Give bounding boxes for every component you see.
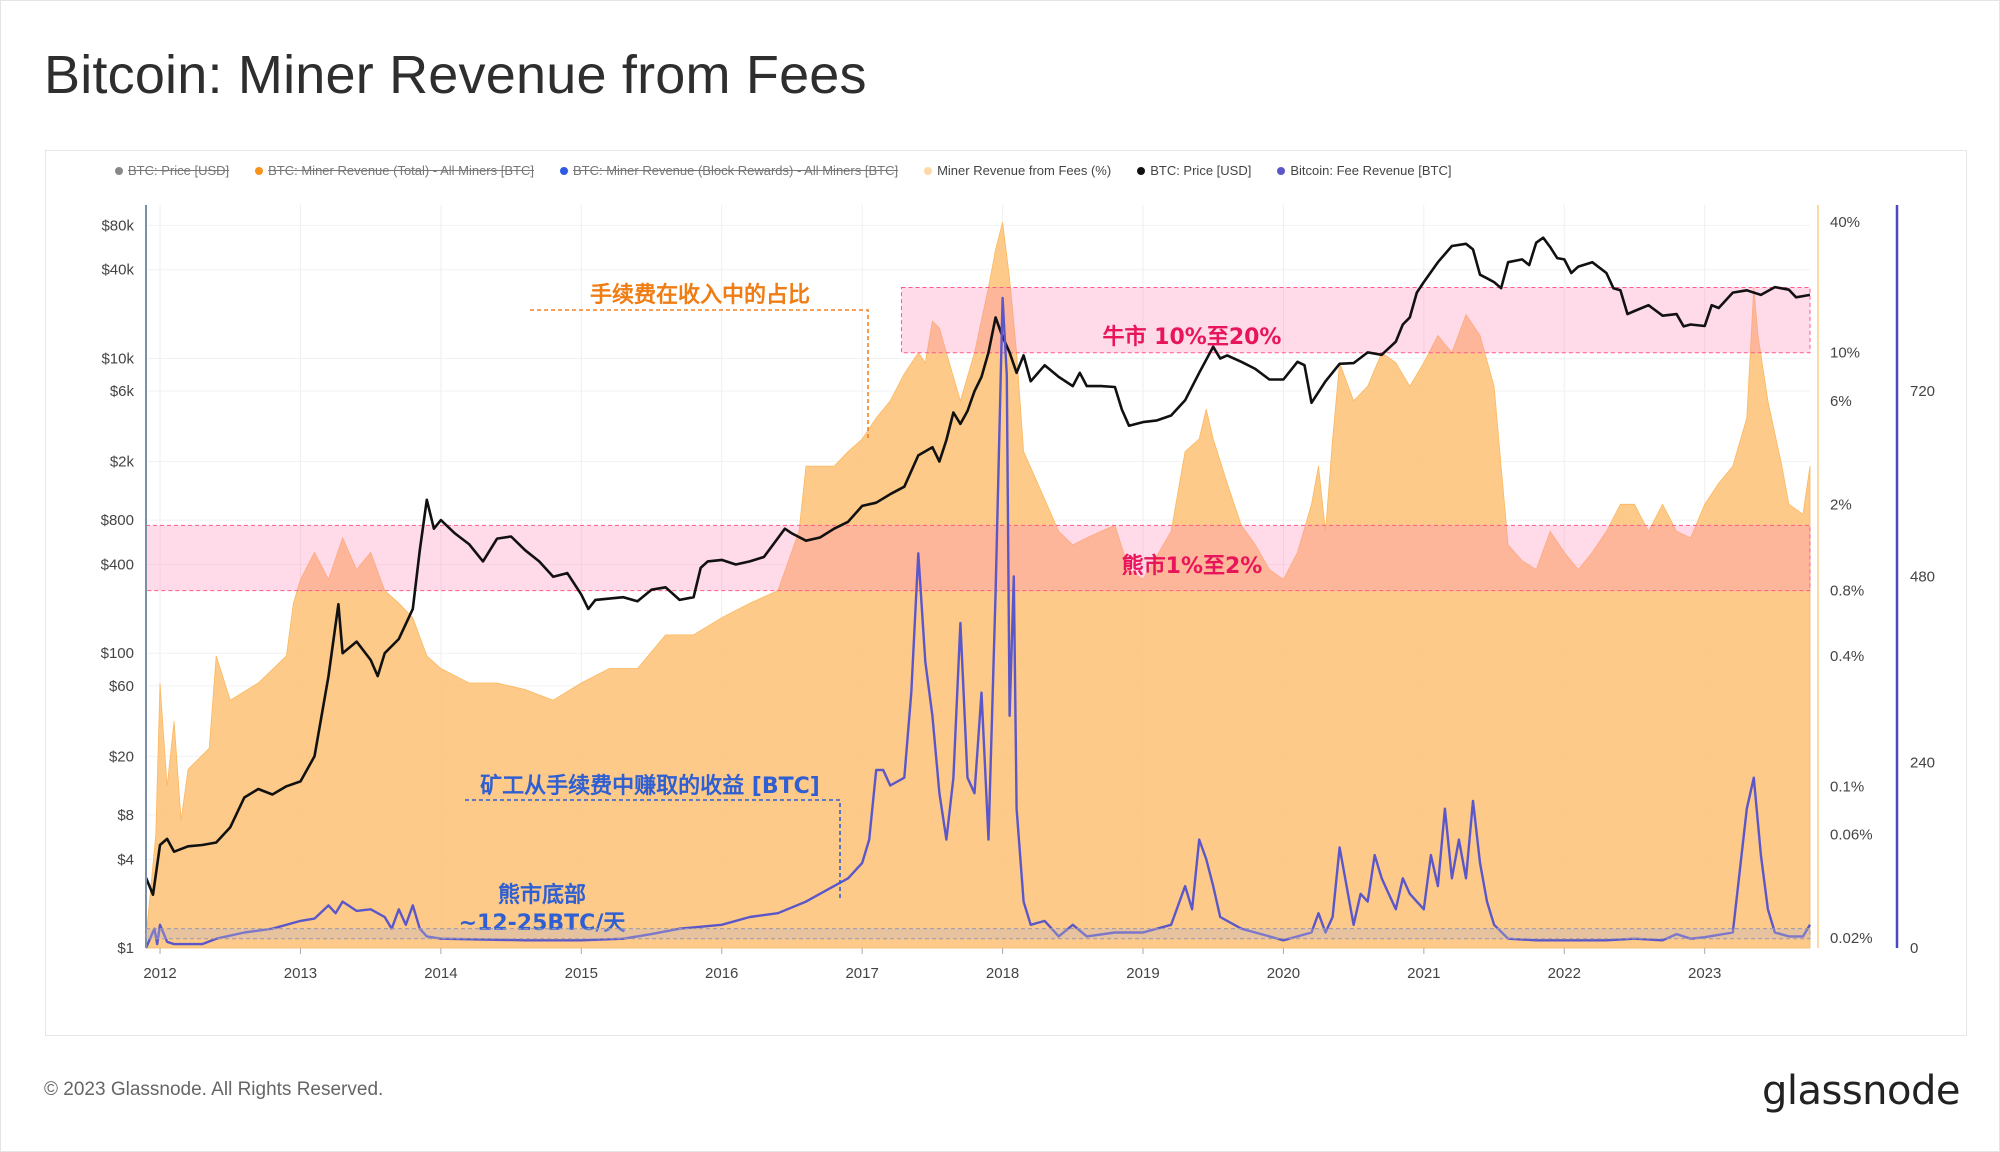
btc-price-line: [144, 236, 1811, 896]
x-tick-label: 2021: [1407, 965, 1440, 982]
legend-item-2[interactable]: BTC: Miner Revenue (Block Rewards) - All…: [559, 163, 899, 178]
fee-revenue-line: [144, 296, 1812, 949]
legend-dot-icon: [559, 166, 568, 175]
y-left-tick-label: $1: [117, 940, 134, 957]
y-right-pct-tick-label: 6%: [1830, 393, 1852, 410]
y-left-tick-label: $20: [109, 748, 134, 765]
x-tick-label: 2019: [1126, 965, 1159, 982]
legend-item-5[interactable]: Bitcoin: Fee Revenue [BTC]: [1277, 163, 1451, 178]
chart-legend: BTC: Price [USD] BTC: Miner Revenue (Tota…: [115, 163, 1451, 178]
y-right-btc-tick-label: 0: [1910, 940, 1918, 957]
annotation-fee-revenue: 矿工从手续费中赚取的收益 [BTC]: [480, 773, 820, 799]
glassnode-logo: glassnode: [1761, 1068, 1961, 1114]
legend-label: Miner Revenue from Fees (%): [937, 163, 1112, 178]
page-title: Bitcoin: Miner Revenue from Fees: [44, 45, 867, 105]
chart-axes: 2012 2013 2014 2015 2016 2017 2018 2019 2020 2021…: [101, 205, 1935, 982]
y-right-pct-tick-label: 10%: [1830, 345, 1860, 362]
legend-dot-icon: [924, 166, 933, 175]
fee-revenue-bracket: [465, 799, 841, 900]
y-right-pct-tick-label: 0.4%: [1830, 648, 1864, 665]
annotation-fee-share: 手续费在收入中的占比: [590, 282, 810, 308]
x-tick-label: 2013: [284, 965, 317, 982]
x-tick-label: 2017: [845, 965, 878, 982]
annotation-bear-bottom-line1: 熊市底部: [498, 882, 586, 908]
bear-band: [145, 524, 1811, 592]
y-right-pct-tick-label: 0.02%: [1830, 930, 1873, 947]
y-left-tick-label: $4: [117, 851, 134, 868]
legend-label: BTC: Price [USD]: [128, 163, 230, 178]
legend-dot-icon: [255, 166, 264, 175]
legend-label: BTC: Miner Revenue (Total) - All Miners …: [268, 163, 534, 178]
y-right-pct-tick-label: 0.1%: [1830, 778, 1864, 795]
x-tick-label: 2023: [1688, 965, 1721, 982]
legend-item-3[interactable]: Miner Revenue from Fees (%): [924, 163, 1111, 178]
fee-share-area: [145, 222, 1811, 949]
annotation-bull-band: 牛市 10%至20%: [1103, 324, 1282, 350]
fee-revenue-btc-line: [144, 296, 1812, 949]
highlight-bands: [145, 286, 1811, 592]
x-tick-label: 2018: [986, 965, 1019, 982]
y-left-tick-label: $10k: [101, 350, 134, 367]
fee-share-area-path: [145, 222, 1811, 949]
y-left-tick-label: $2k: [110, 453, 135, 470]
x-tick-label: 2022: [1548, 965, 1581, 982]
price-line: [144, 236, 1811, 896]
y-left-tick-label: $100: [101, 645, 134, 662]
y-left-tick-label: $800: [101, 512, 134, 529]
legend-label: Bitcoin: Fee Revenue [BTC]: [1290, 163, 1452, 178]
x-tick-label: 2016: [705, 965, 738, 982]
y-right-pct-tick-label: 40%: [1830, 214, 1860, 231]
bull-band: [900, 286, 1811, 354]
legend-item-0[interactable]: BTC: Price [USD]: [115, 163, 229, 178]
legend-dot-icon: [1277, 166, 1286, 175]
annotation-bear-band: 熊市1%至2%: [1122, 553, 1263, 579]
y-left-tick-label: $6k: [110, 383, 135, 400]
legend-dot-icon: [115, 166, 123, 175]
y-left-tick-label: $40k: [101, 262, 134, 279]
x-tick-label: 2012: [143, 965, 176, 982]
legend-item-1[interactable]: BTC: Miner Revenue (Total) - All Miners …: [255, 163, 534, 178]
y-right-pct-tick-label: 2%: [1830, 496, 1852, 513]
legend-label: BTC: Miner Revenue (Block Rewards) - All…: [572, 163, 899, 178]
y-left-tick-label: $400: [101, 557, 134, 574]
y-right-pct-tick-label: 0.8%: [1830, 583, 1864, 600]
y-left-tick-label: $60: [109, 678, 134, 695]
y-right-btc-tick-label: 240: [1910, 754, 1935, 771]
x-tick-label: 2020: [1267, 965, 1300, 982]
copyright-text: © 2023 Glassnode. All Rights Reserved.: [44, 1079, 384, 1100]
x-tick-label: 2015: [565, 965, 598, 982]
y-right-btc-tick-label: 720: [1910, 383, 1935, 400]
y-left-tick-label: $8: [117, 807, 134, 824]
annotation-bear-bottom-line2: ~12-25BTC/天: [459, 911, 627, 936]
legend-dot-icon: [1137, 166, 1146, 175]
x-tick-label: 2014: [424, 965, 457, 982]
legend-label: BTC: Price [USD]: [1150, 163, 1252, 178]
y-left-tick-label: $80k: [101, 217, 134, 234]
bear-bottom-band: [145, 928, 1811, 940]
y-right-btc-tick-label: 480: [1910, 569, 1935, 586]
legend-item-4[interactable]: BTC: Price [USD]: [1137, 163, 1251, 178]
fee-share-bracket: [530, 309, 869, 440]
y-right-pct-tick-label: 0.06%: [1830, 827, 1873, 844]
